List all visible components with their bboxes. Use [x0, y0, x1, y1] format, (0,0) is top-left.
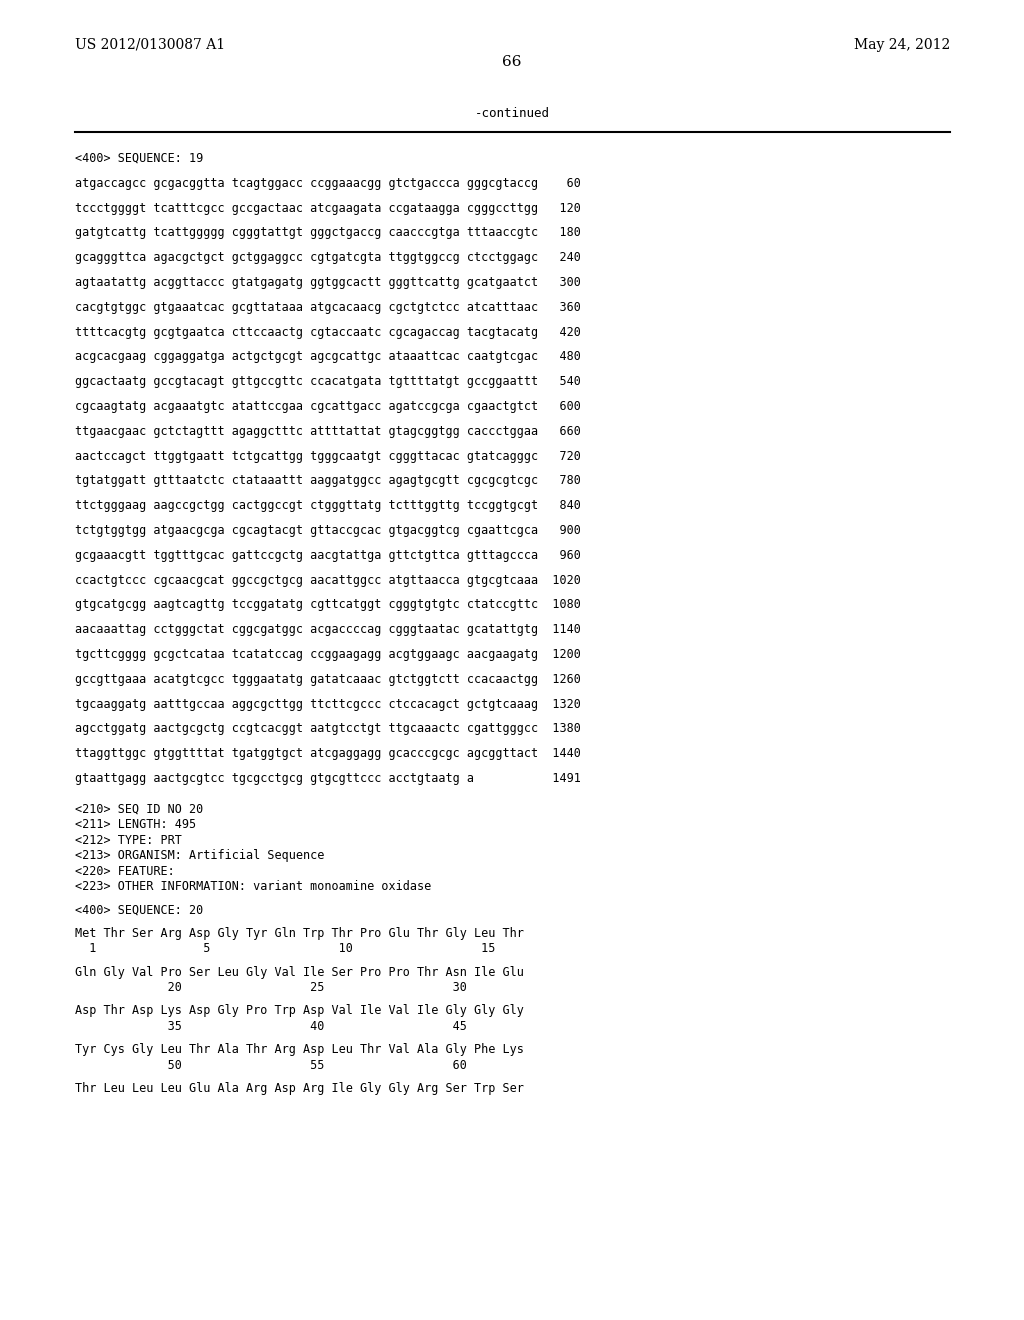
Text: agtaatattg acggttaccc gtatgagatg ggtggcactt gggttcattg gcatgaatct   300: agtaatattg acggttaccc gtatgagatg ggtggca… — [75, 276, 581, 289]
Text: Gln Gly Val Pro Ser Leu Gly Val Ile Ser Pro Pro Thr Asn Ile Glu: Gln Gly Val Pro Ser Leu Gly Val Ile Ser … — [75, 966, 524, 978]
Text: Tyr Cys Gly Leu Thr Ala Thr Arg Asp Leu Thr Val Ala Gly Phe Lys: Tyr Cys Gly Leu Thr Ala Thr Arg Asp Leu … — [75, 1043, 524, 1056]
Text: tgtatggatt gtttaatctc ctataaattt aaggatggcc agagtgcgtt cgcgcgtcgc   780: tgtatggatt gtttaatctc ctataaattt aaggatg… — [75, 474, 581, 487]
Text: Asp Thr Asp Lys Asp Gly Pro Trp Asp Val Ile Val Ile Gly Gly Gly: Asp Thr Asp Lys Asp Gly Pro Trp Asp Val … — [75, 1005, 524, 1018]
Text: 20                  25                  30: 20 25 30 — [75, 981, 467, 994]
Text: Met Thr Ser Arg Asp Gly Tyr Gln Trp Thr Pro Glu Thr Gly Leu Thr: Met Thr Ser Arg Asp Gly Tyr Gln Trp Thr … — [75, 927, 524, 940]
Text: <211> LENGTH: 495: <211> LENGTH: 495 — [75, 818, 197, 832]
Text: gcgaaacgtt tggtttgcac gattccgctg aacgtattga gttctgttca gtttagccca   960: gcgaaacgtt tggtttgcac gattccgctg aacgtat… — [75, 549, 581, 562]
Text: <400> SEQUENCE: 20: <400> SEQUENCE: 20 — [75, 904, 203, 917]
Text: gtgcatgcgg aagtcagttg tccggatatg cgttcatggt cgggtgtgtc ctatccgttc  1080: gtgcatgcgg aagtcagttg tccggatatg cgttcat… — [75, 598, 581, 611]
Text: tgcttcgggg gcgctcataa tcatatccag ccggaagagg acgtggaagc aacgaagatg  1200: tgcttcgggg gcgctcataa tcatatccag ccggaag… — [75, 648, 581, 661]
Text: ttctgggaag aagccgctgg cactggccgt ctgggttatg tctttggttg tccggtgcgt   840: ttctgggaag aagccgctgg cactggccgt ctgggtt… — [75, 499, 581, 512]
Text: ttgaacgaac gctctagttt agaggctttc attttattat gtagcggtgg caccctggaa   660: ttgaacgaac gctctagttt agaggctttc attttat… — [75, 425, 581, 438]
Text: tgcaaggatg aatttgccaa aggcgcttgg ttcttcgccc ctccacagct gctgtcaaag  1320: tgcaaggatg aatttgccaa aggcgcttgg ttcttcg… — [75, 697, 581, 710]
Text: cgcaagtatg acgaaatgtc atattccgaa cgcattgacc agatccgcga cgaactgtct   600: cgcaagtatg acgaaatgtc atattccgaa cgcattg… — [75, 400, 581, 413]
Text: <220> FEATURE:: <220> FEATURE: — [75, 865, 175, 878]
Text: tctgtggtgg atgaacgcga cgcagtacgt gttaccgcac gtgacggtcg cgaattcgca   900: tctgtggtgg atgaacgcga cgcagtacgt gttaccg… — [75, 524, 581, 537]
Text: ccactgtccc cgcaacgcat ggccgctgcg aacattggcc atgttaacca gtgcgtcaaa  1020: ccactgtccc cgcaacgcat ggccgctgcg aacattg… — [75, 574, 581, 586]
Text: aacaaattag cctgggctat cggcgatggc acgaccccag cgggtaatac gcatattgtg  1140: aacaaattag cctgggctat cggcgatggc acgaccc… — [75, 623, 581, 636]
Text: gtaattgagg aactgcgtcc tgcgcctgcg gtgcgttccc acctgtaatg a           1491: gtaattgagg aactgcgtcc tgcgcctgcg gtgcgtt… — [75, 772, 581, 785]
Text: US 2012/0130087 A1: US 2012/0130087 A1 — [75, 38, 225, 51]
Text: gccgttgaaa acatgtcgcc tgggaatatg gatatcaaac gtctggtctt ccacaactgg  1260: gccgttgaaa acatgtcgcc tgggaatatg gatatca… — [75, 673, 581, 686]
Text: <400> SEQUENCE: 19: <400> SEQUENCE: 19 — [75, 152, 203, 165]
Text: <210> SEQ ID NO 20: <210> SEQ ID NO 20 — [75, 803, 203, 816]
Text: Thr Leu Leu Leu Glu Ala Arg Asp Arg Ile Gly Gly Arg Ser Trp Ser: Thr Leu Leu Leu Glu Ala Arg Asp Arg Ile … — [75, 1082, 524, 1096]
Text: gatgtcattg tcattggggg cgggtattgt gggctgaccg caacccgtga tttaaccgtc   180: gatgtcattg tcattggggg cgggtattgt gggctga… — [75, 227, 581, 239]
Text: <213> ORGANISM: Artificial Sequence: <213> ORGANISM: Artificial Sequence — [75, 850, 325, 862]
Text: 1               5                  10                  15: 1 5 10 15 — [75, 942, 496, 956]
Text: ggcactaatg gccgtacagt gttgccgttc ccacatgata tgttttatgt gccggaattt   540: ggcactaatg gccgtacagt gttgccgttc ccacatg… — [75, 375, 581, 388]
Text: acgcacgaag cggaggatga actgctgcgt agcgcattgc ataaattcac caatgtcgac   480: acgcacgaag cggaggatga actgctgcgt agcgcat… — [75, 350, 581, 363]
Text: cacgtgtggc gtgaaatcac gcgttataaa atgcacaacg cgctgtctcc atcatttaac   360: cacgtgtggc gtgaaatcac gcgttataaa atgcaca… — [75, 301, 581, 314]
Text: May 24, 2012: May 24, 2012 — [854, 38, 950, 51]
Text: 35                  40                  45: 35 40 45 — [75, 1020, 467, 1034]
Text: ttaggttggc gtggttttat tgatggtgct atcgaggagg gcacccgcgc agcggttact  1440: ttaggttggc gtggttttat tgatggtgct atcgagg… — [75, 747, 581, 760]
Text: tccctggggt tcatttcgcc gccgactaac atcgaagata ccgataagga cgggccttgg   120: tccctggggt tcatttcgcc gccgactaac atcgaag… — [75, 202, 581, 215]
Text: 50                  55                  60: 50 55 60 — [75, 1059, 467, 1072]
Text: atgaccagcc gcgacggtta tcagtggacc ccggaaacgg gtctgaccca gggcgtaccg    60: atgaccagcc gcgacggtta tcagtggacc ccggaaa… — [75, 177, 581, 190]
Text: ttttcacgtg gcgtgaatca cttccaactg cgtaccaatc cgcagaccag tacgtacatg   420: ttttcacgtg gcgtgaatca cttccaactg cgtacca… — [75, 326, 581, 339]
Text: agcctggatg aactgcgctg ccgtcacggt aatgtcctgt ttgcaaactc cgattgggcc  1380: agcctggatg aactgcgctg ccgtcacggt aatgtcc… — [75, 722, 581, 735]
Text: gcagggttca agacgctgct gctggaggcc cgtgatcgta ttggtggccg ctcctggagc   240: gcagggttca agacgctgct gctggaggcc cgtgatc… — [75, 251, 581, 264]
Text: -continued: -continued — [474, 107, 550, 120]
Text: <223> OTHER INFORMATION: variant monoamine oxidase: <223> OTHER INFORMATION: variant monoami… — [75, 880, 431, 894]
Text: 66: 66 — [502, 55, 522, 69]
Text: aactccagct ttggtgaatt tctgcattgg tgggcaatgt cgggttacac gtatcagggc   720: aactccagct ttggtgaatt tctgcattgg tgggcaa… — [75, 450, 581, 462]
Text: <212> TYPE: PRT: <212> TYPE: PRT — [75, 834, 182, 847]
